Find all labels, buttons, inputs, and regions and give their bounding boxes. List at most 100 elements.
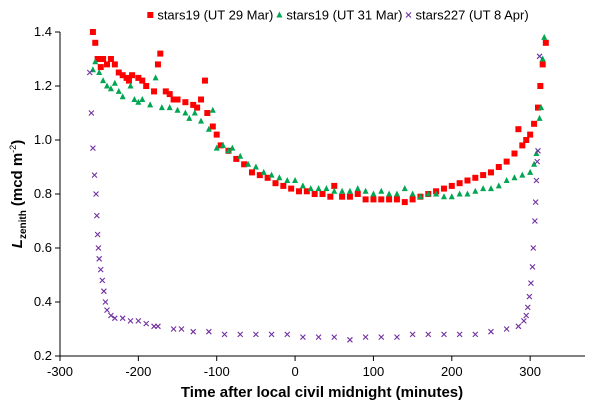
y-tick-label: 1.0 [34,132,52,147]
point [155,323,161,330]
point [92,39,99,46]
point [147,101,154,108]
point [393,190,400,197]
series [86,53,543,343]
point [115,69,122,76]
point [276,174,283,181]
point [100,56,107,62]
point [135,74,142,81]
point [386,190,393,197]
point [425,190,432,197]
point [448,182,455,189]
point [154,61,161,68]
y-tick-label: 0.4 [34,294,52,309]
point [288,185,295,192]
point [268,171,275,178]
point [425,331,432,338]
point [378,187,385,194]
point [523,137,530,143]
point [252,163,259,170]
point [209,123,216,130]
point [205,125,212,132]
point [531,218,538,224]
legend-label: stars227 (UT 8 Apr) [415,8,528,23]
point [182,99,189,106]
point [284,177,291,183]
point [89,29,96,35]
point [198,117,205,124]
point [529,264,536,270]
point [233,155,240,162]
point [237,152,244,159]
point [115,87,122,94]
point [531,160,538,167]
point [331,182,338,189]
point [125,77,132,84]
point [245,160,252,167]
point [198,96,205,103]
point [260,168,267,175]
point [536,53,543,60]
point [194,104,201,111]
point [300,334,306,340]
point [339,193,346,200]
point [162,88,169,95]
point [456,180,463,187]
point [209,106,216,113]
y-tick-label: 0.8 [34,186,52,201]
point [95,245,102,251]
point [178,326,185,332]
point [417,193,424,200]
point [221,331,228,338]
point [409,190,416,197]
point [104,307,110,313]
point [272,180,279,187]
point [100,288,107,295]
point [537,83,544,89]
legend-marker [405,12,412,18]
x-tick-label: 0 [291,364,298,379]
point [225,147,232,154]
point [534,104,541,111]
point [533,177,540,184]
point [362,187,369,194]
x-tick-label: -200 [125,364,151,379]
point [166,104,173,111]
point [204,110,211,116]
point [487,185,494,192]
point [538,104,545,111]
point [523,312,530,319]
point [190,328,197,335]
point [511,150,518,157]
series [89,33,548,200]
point [94,56,101,62]
point [284,331,291,338]
point [472,187,479,194]
x-tick-label: 200 [441,364,463,379]
point [97,64,104,71]
point [530,245,537,251]
point [441,331,447,338]
point [488,328,494,335]
legend-label: stars19 (UT 31 Mar) [286,8,402,23]
legend-marker [147,12,154,18]
point [229,144,236,151]
point [495,182,502,189]
point [143,320,150,327]
point [346,187,353,194]
point [315,185,322,192]
point [539,55,546,62]
point [472,331,479,338]
point [511,174,518,181]
point [139,96,146,102]
point [268,331,275,338]
point [472,174,479,181]
point [129,72,136,79]
point [108,312,114,319]
point [90,145,96,151]
point [253,331,259,338]
point [527,131,534,138]
point [143,83,150,89]
y-tick-label: 0.2 [34,348,52,363]
